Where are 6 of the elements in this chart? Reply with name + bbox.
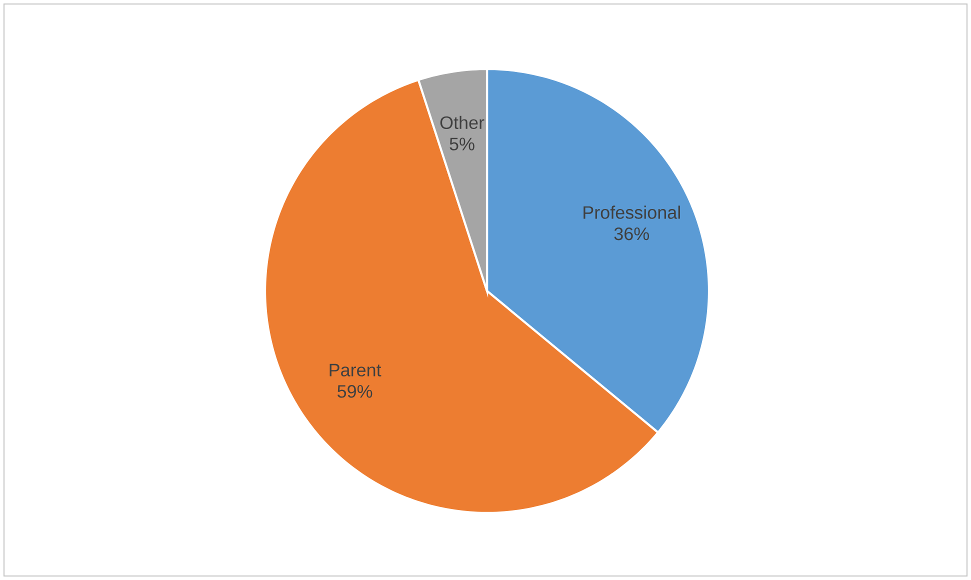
slice-label: Other — [440, 116, 484, 130]
data-label: 36% — [614, 227, 650, 240]
slice-label: Parent — [330, 364, 382, 376]
data-label: 5% — [450, 138, 474, 150]
slice-label: Professional — [584, 206, 680, 219]
data-label: 59% — [338, 385, 372, 398]
